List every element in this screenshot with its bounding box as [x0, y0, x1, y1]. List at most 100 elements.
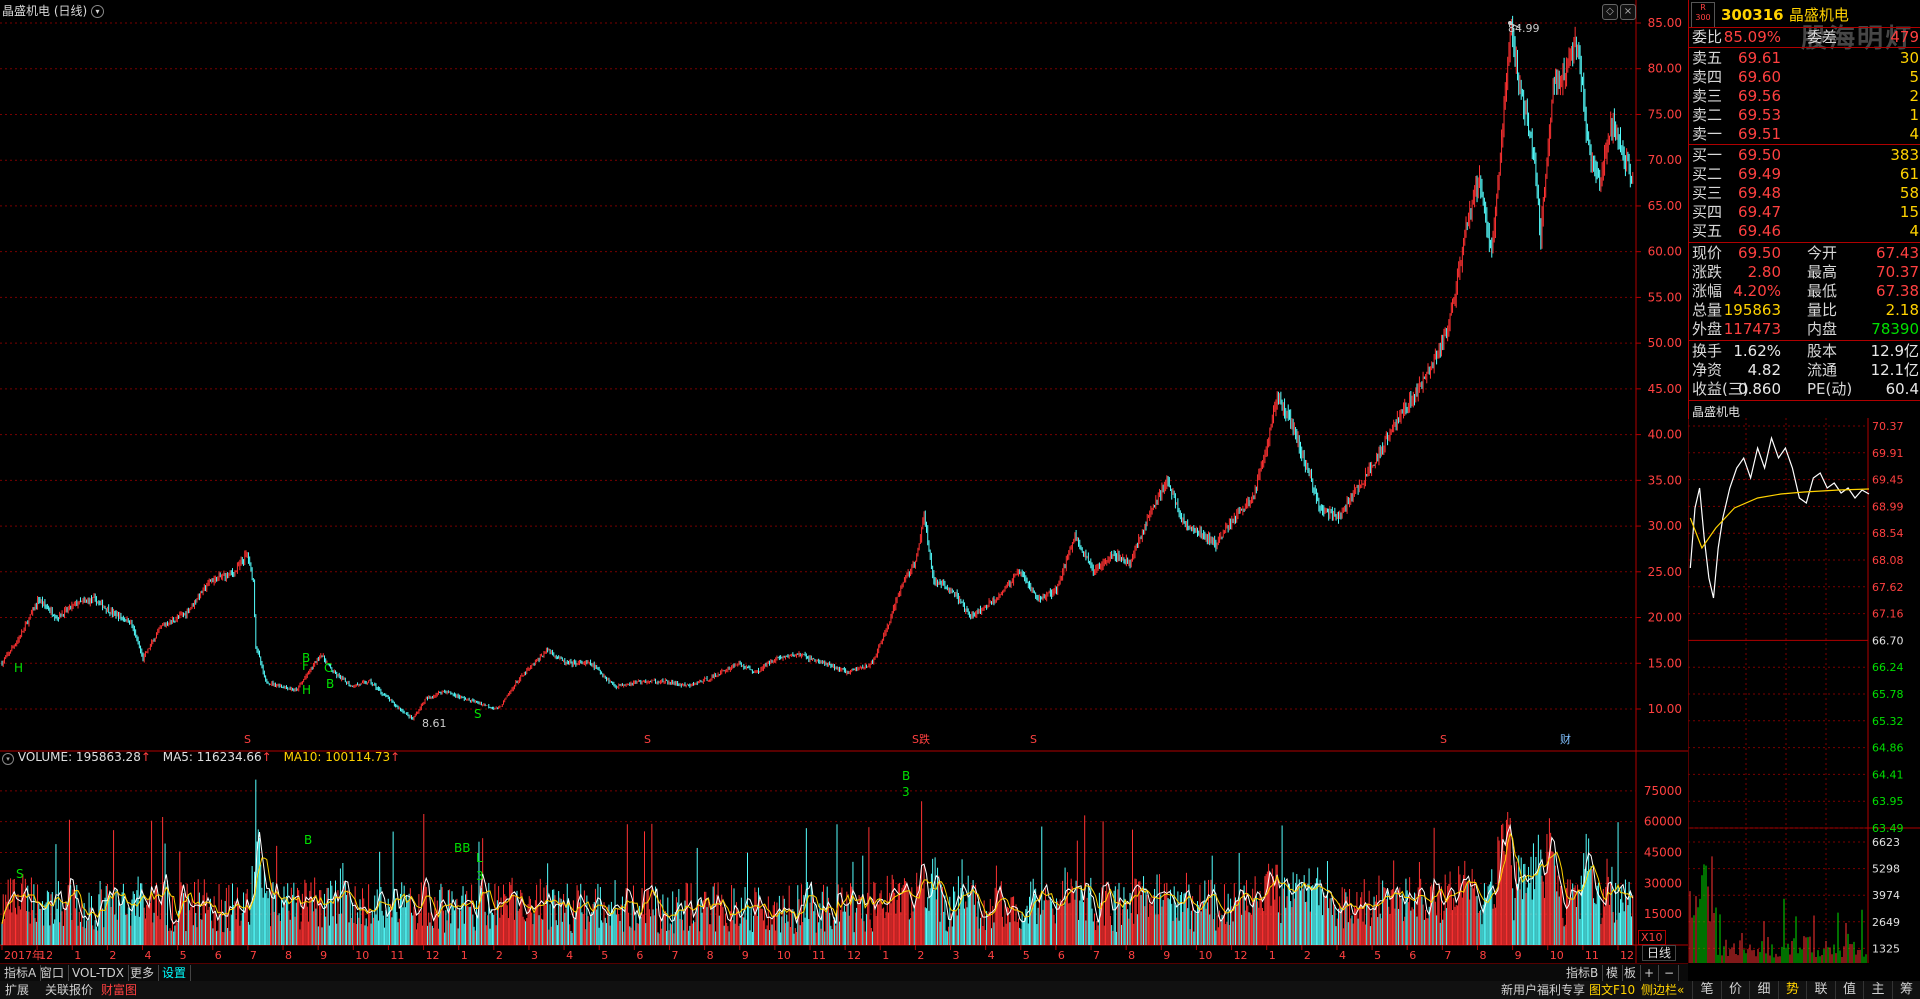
kline-chart[interactable]: 85.00 80.00 75.00 70.00 65.00 60.00 55.00 50.00… [0, 0, 1688, 963]
event-tag[interactable]: S [244, 733, 251, 746]
mini-tab[interactable]: 势 [1777, 981, 1807, 999]
event-tag[interactable]: S [1030, 733, 1037, 746]
intraday-price-tick: 69.91 [1872, 447, 1904, 460]
time-tick-label: 1 [74, 949, 81, 962]
mini-tab[interactable]: 联 [1806, 981, 1835, 999]
time-tick-label: 7 [1444, 949, 1451, 962]
intraday-price-tick: 63.95 [1872, 795, 1904, 808]
footer-wealth-chart[interactable]: 财富图 [101, 983, 138, 997]
time-tick-label: 7 [1093, 949, 1100, 962]
zoom-in-button[interactable]: + [1640, 965, 1660, 981]
time-tick-label: 5 [180, 949, 187, 962]
mini-tab[interactable]: 值 [1834, 981, 1864, 999]
footer-promo-link[interactable]: 新用户福利专享 [1501, 983, 1586, 997]
intraday-chart[interactable]: 70.37 69.91 69.45 68.99 68.54 68.08 67.62 67.16… [1688, 418, 1920, 963]
time-tick-label: 12 [426, 949, 440, 962]
intraday-price-tick: 64.41 [1872, 768, 1904, 781]
time-tick-label: 11 [390, 949, 404, 962]
time-tick-label: 7 [250, 949, 257, 962]
stat-value-2: 60.4 [1885, 380, 1919, 398]
time-tick-label: 9 [320, 949, 327, 962]
period-daily-button[interactable]: 日线 [1642, 945, 1677, 961]
footer-bar: 扩展 关联报价 财富图 新用户福利专享 图文F10 侧边栏« [0, 981, 1920, 999]
stock-code-name[interactable]: 300316 晶盛机电 [1721, 4, 1849, 25]
ask-level-row[interactable]: 卖五 69.61 30 [1689, 49, 1920, 68]
ask-level-row[interactable]: 卖一 69.51 4 [1689, 125, 1920, 144]
time-tick-label: 5 [601, 949, 608, 962]
event-tag[interactable]: S [644, 733, 651, 746]
tab-template-1[interactable]: 模 [1602, 965, 1624, 981]
stat-value: 2.80 [1747, 263, 1781, 281]
footer-sidebar-label: 侧边栏 [1641, 983, 1678, 997]
stat-value: 195863 [1723, 301, 1781, 319]
volume-signal-label: 3 [902, 785, 910, 799]
mini-tab[interactable]: 主 [1863, 981, 1892, 999]
level-label: 卖五 [1692, 49, 1723, 67]
stat-value-2: 12.9亿 [1870, 342, 1919, 360]
signal-label: S [474, 707, 482, 721]
volume-signal-label: BB [454, 841, 470, 855]
window-close-icon[interactable]: × [1620, 4, 1636, 20]
volume-tick-label: 60000 [1644, 815, 1682, 829]
ask-level-row[interactable]: 卖二 69.53 1 [1689, 106, 1920, 125]
zoom-out-button[interactable]: − [1660, 965, 1680, 981]
intraday-volume-tick: 5298 [1872, 863, 1900, 876]
footer-f10-link[interactable]: 图文F10 [1589, 983, 1636, 997]
high-marker: 84.99 [1508, 22, 1540, 35]
mini-tab[interactable]: 价 [1720, 981, 1750, 999]
level-label: 买一 [1692, 146, 1723, 164]
volume-indicator-header: ▾ VOLUME: 195863.28↑ MA5: 116234.66↑ MA1… [2, 750, 400, 765]
intraday-price-tick: 63.49 [1872, 822, 1904, 835]
event-tag[interactable]: S [1440, 733, 1447, 746]
tab-template-2[interactable]: 板 [1620, 965, 1642, 981]
scroll-up-icon[interactable]: ◇ [1602, 4, 1618, 20]
price-tick-label: 60.00 [1648, 245, 1682, 259]
event-tag[interactable]: 财 [1560, 732, 1571, 746]
bid-level-row[interactable]: 买一 69.50 383 [1689, 146, 1920, 165]
tab-window[interactable]: 窗口 [36, 965, 70, 981]
time-tick-label: 2 [109, 949, 116, 962]
time-tick-label: 2017年 [4, 948, 43, 962]
level-price: 69.56 [1738, 87, 1781, 105]
tab-vol-tdx[interactable]: VOL-TDX [68, 965, 129, 981]
bid-level-row[interactable]: 买三 69.48 58 [1689, 184, 1920, 203]
time-tick-label: 8 [285, 949, 292, 962]
level-label: 买三 [1692, 184, 1723, 202]
time-tick-label: 2 [1304, 949, 1311, 962]
mini-tab[interactable]: 筹 [1891, 981, 1920, 999]
intraday-price-tick: 65.78 [1872, 688, 1904, 701]
footer-related-quote[interactable]: 关联报价 [45, 983, 94, 997]
level-price: 69.49 [1738, 165, 1781, 183]
mini-tab[interactable]: 细 [1749, 981, 1778, 999]
tab-settings[interactable]: 设置 [158, 965, 192, 981]
footer-sidebar-toggle[interactable]: 侧边栏« [1638, 982, 1687, 998]
ask-level-row[interactable]: 卖三 69.56 2 [1689, 87, 1920, 106]
event-tags: S S S跌 S S 财 [244, 732, 1571, 746]
title-dropdown-icon[interactable]: ▾ [91, 5, 105, 18]
intraday-price-tick: 67.16 [1872, 608, 1904, 621]
bid-level-row[interactable]: 买四 69.47 15 [1689, 203, 1920, 222]
time-tick-label: 2 [496, 949, 503, 962]
volume-tick-label: 75000 [1644, 784, 1682, 798]
event-tag[interactable]: S跌 [912, 732, 930, 746]
stat-label-2: 量比 [1807, 301, 1838, 319]
stat-value: 0.860 [1738, 380, 1781, 398]
stat-label-2: 今开 [1807, 244, 1838, 262]
footer-extend[interactable]: 扩展 [5, 983, 30, 997]
ask-level-row[interactable]: 卖四 69.60 5 [1689, 68, 1920, 87]
tab-indicator-a[interactable]: 指标A [0, 965, 42, 981]
price-tick-label: 75.00 [1648, 107, 1682, 121]
tab-more[interactable]: 更多 [126, 965, 160, 981]
stock-type-tag-bottom: 300 [1695, 13, 1711, 22]
level-volume: 1 [1909, 106, 1919, 124]
bid-level-row[interactable]: 买五 69.46 4 [1689, 222, 1920, 241]
level-price: 69.47 [1738, 203, 1781, 221]
time-tick-label: 10 [355, 949, 369, 962]
stat-value: 69.50 [1738, 244, 1781, 262]
price-axis: 85.00 80.00 75.00 70.00 65.00 60.00 55.00 50.00… [1636, 16, 1682, 716]
mini-tab[interactable]: 笔 [1692, 981, 1721, 999]
stat-value-2: 78390 [1871, 320, 1919, 338]
indicator-settings-icon[interactable]: ▾ [2, 753, 14, 765]
tab-indicator-b[interactable]: 指标B [1562, 965, 1604, 981]
bid-level-row[interactable]: 买二 69.49 61 [1689, 165, 1920, 184]
